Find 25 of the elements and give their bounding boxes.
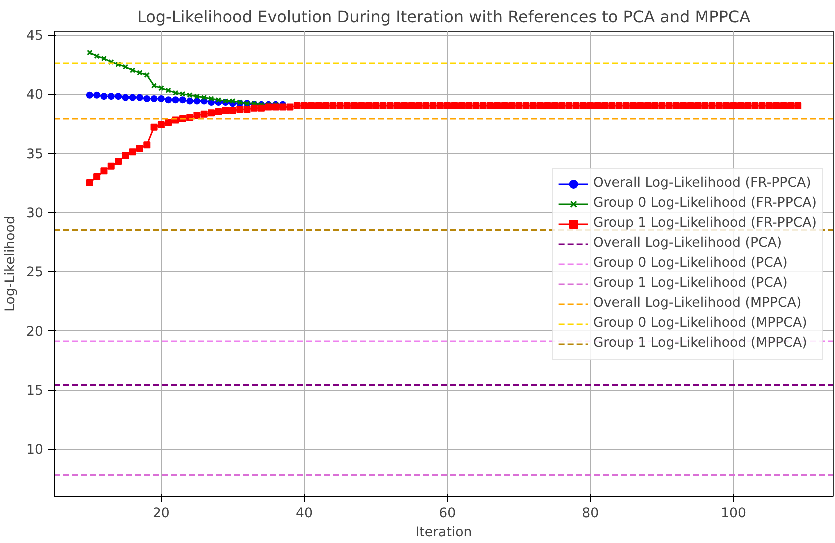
legend-label: Overall Log-Likelihood (MPPCA) (593, 296, 802, 311)
y-tick-label: 45 (26, 29, 44, 44)
y-tick-label: 10 (26, 443, 44, 458)
legend-label: Group 1 Log-Likelihood (FR-PPCA) (593, 216, 817, 231)
y-axis-title: Log-Likelihood (4, 216, 19, 312)
y-tick-label: 15 (26, 384, 44, 400)
legend-label: Overall Log-Likelihood (PCA) (593, 236, 782, 251)
x-axis-title: Iteration (416, 526, 472, 540)
legend-label: Group 0 Log-Likelihood (FR-PPCA) (593, 196, 817, 211)
y-tick-label: 30 (26, 206, 44, 222)
x-tick-label: 100 (720, 506, 746, 522)
y-tick-label: 40 (26, 88, 44, 104)
legend-label: Group 1 Log-Likelihood (MPPCA) (593, 336, 808, 351)
y-tick-label: 20 (26, 324, 44, 340)
chart-title: Log-Likelihood Evolution During Iteration with References to PCA and MPPCA (137, 8, 751, 26)
y-tick-label: 35 (26, 147, 44, 162)
x-tick-label: 20 (152, 506, 170, 522)
legend-label: Group 1 Log-Likelihood (PCA) (593, 276, 788, 291)
legend-label: Group 0 Log-Likelihood (PCA) (593, 256, 788, 271)
x-tick-label: 80 (582, 506, 600, 522)
y-tick-label: 25 (26, 266, 44, 281)
legend-label: Group 0 Log-Likelihood (MPPCA) (593, 316, 808, 331)
x-tick-label: 40 (296, 506, 313, 522)
x-tick-label: 60 (439, 506, 456, 522)
legend-label: Overall Log-Likelihood (FR-PPCA) (593, 176, 812, 191)
